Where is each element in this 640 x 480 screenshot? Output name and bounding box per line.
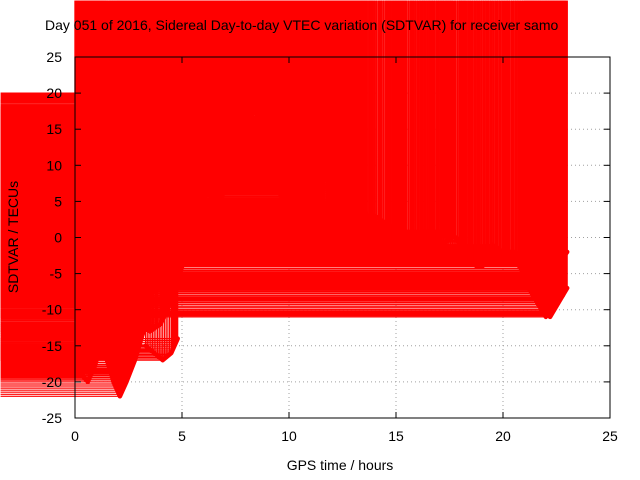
x-tick-label: 0 (71, 428, 79, 444)
chart-title: Day 051 of 2016, Sidereal Day-to-day VTE… (45, 17, 558, 33)
y-tick-label: -5 (50, 266, 63, 282)
y-tick-label: -10 (42, 302, 62, 318)
y-tick-label: -25 (42, 410, 62, 426)
y-tick-label: -15 (42, 338, 62, 354)
x-tick-label: 5 (178, 428, 186, 444)
series-layer (0, 0, 570, 399)
y-tick-label: 0 (54, 230, 62, 246)
y-axis-label: SDTVAR / TECUs (5, 181, 21, 293)
y-tick-label: 20 (46, 85, 62, 101)
series-arc-7 (0, 0, 180, 363)
y-tick-label: 25 (46, 49, 62, 65)
y-tick-label: 5 (54, 193, 62, 209)
x-axis-label: GPS time / hours (287, 457, 394, 473)
series-markers (0, 0, 566, 289)
y-tick-label: 15 (46, 121, 62, 137)
x-tick-label: 10 (281, 428, 297, 444)
y-tick-label: -20 (42, 374, 62, 390)
y-tick-label: 10 (46, 157, 62, 173)
tick-layer: 0 5 10 15 20 25 -25 -20 -15 -10 -5 0 5 10 15 20 25 (42, 49, 618, 444)
series-markers (0, 0, 179, 361)
x-tick-label: 20 (495, 428, 511, 444)
x-tick-label: 25 (602, 428, 618, 444)
series-arc-17 (0, 0, 568, 291)
x-tick-label: 15 (388, 428, 404, 444)
